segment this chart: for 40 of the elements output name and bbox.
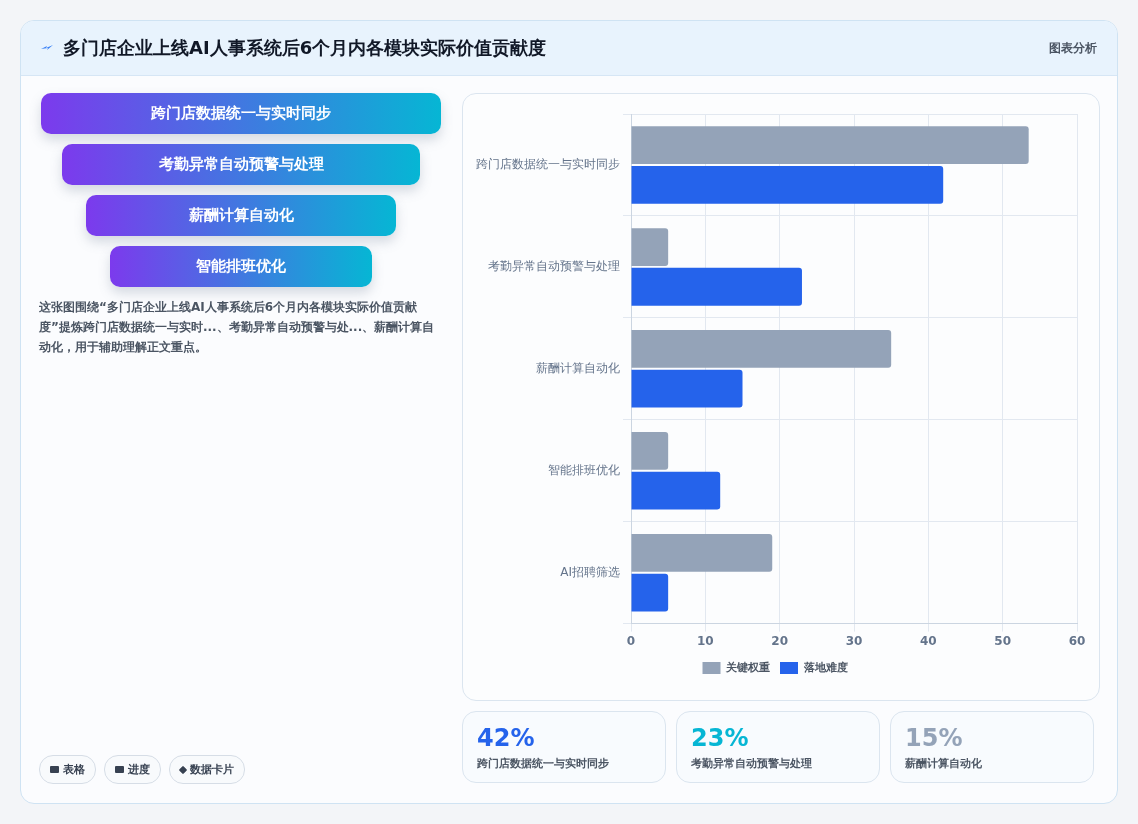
text: 薪酬计算自动化 [905, 756, 983, 771]
x-tick-label: 20 [771, 633, 789, 648]
bar [631, 533, 773, 572]
bar [631, 369, 743, 408]
text: 42% [477, 724, 536, 752]
text: 多门店企业上线AI人事系统后6个月内各模块实际价值贡献度 [63, 36, 548, 60]
x-tick-label: 40 [919, 633, 937, 648]
text: 23% [691, 724, 750, 752]
x-tick-label: 0 [626, 633, 636, 648]
y-tick-label: 智能排班优化 [548, 462, 620, 477]
text: 智能排班优化 [110, 246, 372, 287]
bar [631, 267, 802, 306]
x-tick-label: 30 [845, 633, 863, 648]
bar [631, 471, 721, 510]
bar [631, 573, 669, 612]
bar [631, 431, 669, 470]
text: 数据卡片 [190, 762, 234, 777]
text: 这张图围绕“多门店企业上线AI人事系统后6个月内各模块实际价值贡献度”提炼跨门店数据统一与实时...、考勤异常自动预警与处...、薪酬计算自动化，用于辅助理解正文重点。 [39, 299, 436, 356]
legend-label: 关键权重 [725, 660, 770, 674]
text: 跨门店数据统一与实时同步 [477, 756, 610, 771]
text: 薪酬计算自动化 [86, 195, 396, 236]
text: 跨门店数据统一与实时同步 [41, 93, 441, 134]
bar [631, 330, 892, 368]
x-tick-label: 60 [1068, 633, 1086, 648]
x-tick-label: 10 [696, 633, 714, 648]
x-tick-label: 50 [994, 633, 1012, 648]
text: 进度 [128, 762, 150, 777]
bar [631, 126, 1029, 164]
text: 表格 [63, 762, 85, 777]
y-tick-label: AI招聘筛选 [560, 564, 620, 579]
text: 图表分析 [1049, 39, 1097, 57]
legend-label: 落地难度 [802, 660, 848, 674]
y-tick-label: 薪酬计算自动化 [536, 360, 620, 375]
y-tick-label: 跨门店数据统一与实时同步 [476, 157, 620, 172]
bar [631, 228, 669, 266]
text: 考勤异常自动预警与处理 [691, 756, 813, 771]
y-tick-label: 考勤异常自动预警与处理 [488, 259, 620, 274]
bar [631, 165, 944, 204]
text: 15% [905, 724, 964, 752]
text: 考勤异常自动预警与处理 [62, 144, 420, 185]
